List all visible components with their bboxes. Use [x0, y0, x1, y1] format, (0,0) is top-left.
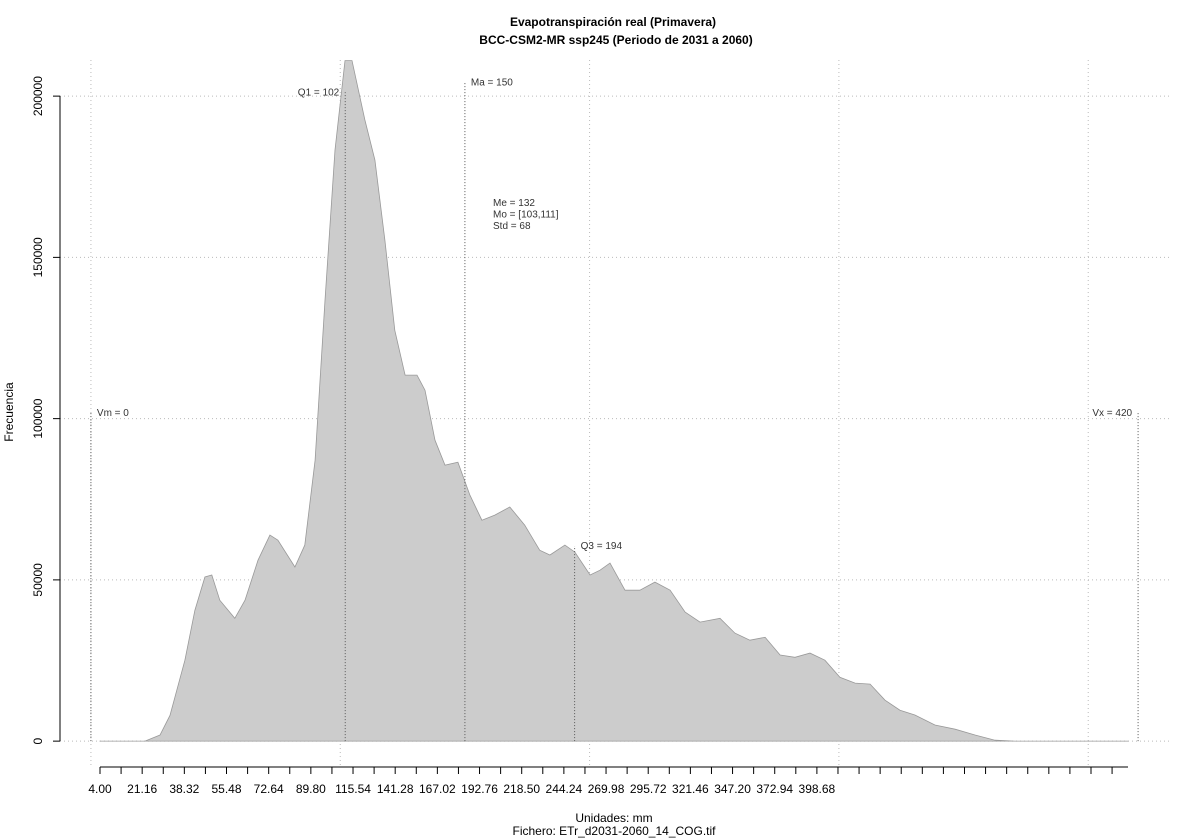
y-tick-label: 150000	[31, 237, 45, 277]
y-tick-label: 50000	[31, 563, 45, 597]
x-tick-label: 4.00	[88, 782, 112, 796]
reference-label: Vx = 420	[1092, 408, 1132, 419]
reference-label: Ma = 150	[471, 77, 513, 88]
annotation: Mo = [103,111]	[493, 210, 559, 221]
x-tick-label: 167.02	[419, 782, 456, 796]
density-area	[99, 60, 1129, 742]
chart-title: Evapotranspiración real (Primavera)	[510, 15, 716, 29]
y-axis-label: Frecuencia	[2, 382, 16, 442]
y-tick-label: 100000	[31, 398, 45, 438]
x-tick-label: 295.72	[630, 782, 667, 796]
reference-label: Q1 = 102	[298, 87, 340, 98]
x-tick-label: 244.24	[546, 782, 583, 796]
x-tick-label: 321.46	[672, 782, 709, 796]
x-tick-label: 141.28	[377, 782, 414, 796]
x-tick-label: 38.32	[169, 782, 199, 796]
y-tick-label: 0	[31, 737, 45, 744]
x-axis-label: Unidades: mm	[575, 811, 652, 825]
x-tick-label: 269.98	[588, 782, 625, 796]
x-tick-label: 398.68	[799, 782, 836, 796]
reference-label: Vm = 0	[97, 408, 129, 419]
reference-label: Q3 = 194	[581, 541, 623, 552]
x-tick-label: 115.54	[335, 782, 371, 796]
caption: Fichero: ETr_d2031-2060_14_COG.tif	[513, 824, 717, 838]
x-tick-label: 21.16	[127, 782, 157, 796]
x-tick-label: 89.80	[296, 782, 326, 796]
chart-subtitle: BCC-CSM2-MR ssp245 (Periodo de 2031 a 20…	[479, 33, 752, 47]
y-tick-label: 200000	[31, 76, 45, 116]
annotation: Std = 68	[493, 221, 531, 232]
x-tick-label: 192.76	[461, 782, 498, 796]
x-tick-label: 372.94	[756, 782, 793, 796]
x-tick-label: 347.20	[714, 782, 751, 796]
x-tick-label: 55.48	[211, 782, 241, 796]
x-tick-label: 218.50	[503, 782, 540, 796]
x-tick-label: 72.64	[254, 782, 284, 796]
annotation: Me = 132	[493, 198, 535, 209]
